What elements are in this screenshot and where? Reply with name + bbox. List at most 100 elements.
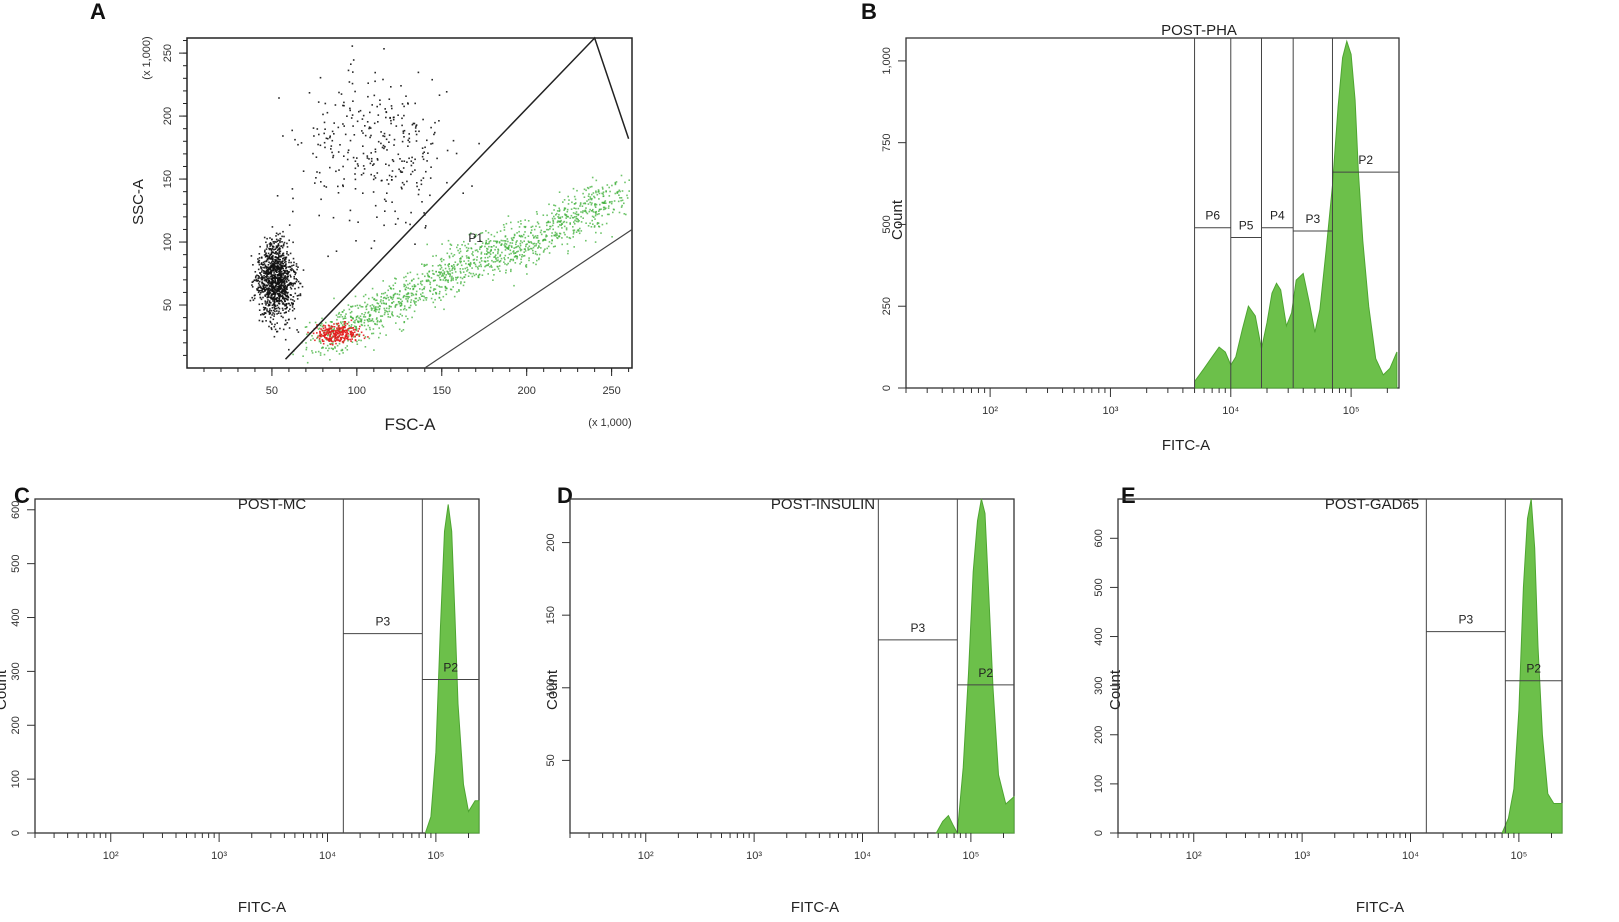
data-point — [295, 272, 297, 274]
data-point — [322, 327, 325, 330]
data-point — [349, 333, 352, 336]
data-point — [371, 304, 374, 306]
data-point — [278, 297, 280, 300]
data-point — [372, 332, 375, 335]
data-point — [273, 315, 275, 317]
data-point — [321, 317, 323, 320]
data-point — [446, 181, 448, 184]
data-point — [281, 254, 284, 257]
data-point — [441, 274, 444, 276]
data-point — [608, 195, 611, 197]
data-point — [341, 332, 343, 334]
data-point — [585, 211, 588, 214]
data-point — [484, 245, 486, 248]
data-point — [286, 246, 289, 248]
data-point — [403, 285, 405, 288]
data-point — [364, 311, 367, 314]
data-point — [280, 272, 283, 275]
data-point — [606, 184, 609, 186]
data-point — [576, 218, 579, 220]
data-point — [326, 337, 328, 339]
data-point — [549, 225, 551, 228]
data-point — [423, 212, 425, 214]
chart-title: POST-MC — [238, 496, 307, 513]
data-point — [276, 257, 279, 259]
data-point — [376, 158, 379, 160]
data-point — [280, 295, 282, 297]
data-point — [267, 287, 270, 289]
data-point — [275, 262, 277, 265]
data-point — [257, 287, 260, 289]
data-point — [403, 114, 405, 117]
data-point — [325, 333, 328, 336]
data-point — [413, 300, 415, 302]
data-point — [371, 307, 373, 310]
data-point — [366, 121, 369, 123]
data-point — [402, 296, 405, 299]
data-point — [486, 248, 489, 250]
data-point — [457, 263, 459, 265]
data-point — [409, 223, 411, 226]
data-point — [611, 200, 613, 203]
data-point — [346, 335, 348, 337]
data-point — [319, 76, 322, 79]
data-point — [509, 258, 512, 261]
data-point — [519, 248, 522, 250]
x-tick-label: 10⁵ — [1510, 850, 1527, 862]
data-point — [261, 278, 264, 281]
data-point — [492, 269, 494, 271]
data-point — [287, 271, 290, 274]
data-point — [269, 237, 271, 239]
data-point — [536, 253, 538, 256]
data-point — [276, 195, 279, 197]
data-point — [282, 269, 285, 272]
data-point — [369, 136, 371, 139]
data-point — [464, 274, 467, 276]
data-point — [325, 321, 327, 324]
data-point — [271, 304, 274, 307]
data-point — [535, 225, 537, 228]
data-point — [272, 312, 274, 314]
data-point — [282, 285, 284, 287]
data-point — [573, 216, 576, 218]
data-point — [284, 308, 286, 310]
data-point — [364, 346, 367, 348]
data-point — [275, 297, 278, 300]
data-point — [411, 123, 414, 126]
data-point — [458, 252, 461, 254]
data-point — [451, 269, 453, 271]
data-point — [352, 321, 355, 323]
data-point — [325, 186, 328, 188]
data-point — [338, 339, 340, 342]
data-point — [269, 262, 272, 265]
data-point — [425, 225, 427, 227]
data-point — [272, 281, 275, 283]
data-point — [594, 211, 597, 214]
data-point — [424, 297, 427, 299]
data-point — [427, 152, 429, 154]
data-point — [280, 286, 282, 289]
data-point — [351, 341, 354, 343]
data-point — [544, 230, 546, 233]
data-point — [397, 301, 400, 303]
data-point — [355, 328, 358, 330]
data-point — [310, 339, 312, 341]
data-point — [284, 256, 286, 259]
data-point — [288, 283, 290, 285]
data-point — [404, 284, 407, 287]
data-point — [596, 223, 599, 225]
data-point — [341, 324, 344, 326]
data-point — [403, 305, 406, 307]
data-point — [425, 279, 428, 282]
data-point — [370, 173, 372, 176]
data-point — [354, 178, 357, 181]
data-point — [279, 232, 281, 235]
data-point — [276, 277, 278, 279]
data-point — [439, 273, 441, 276]
data-point — [273, 266, 276, 269]
data-point — [474, 235, 476, 238]
gate-label-p4: P4 — [1270, 209, 1285, 223]
data-point — [410, 294, 413, 297]
data-point — [410, 173, 412, 176]
data-point — [381, 324, 384, 327]
